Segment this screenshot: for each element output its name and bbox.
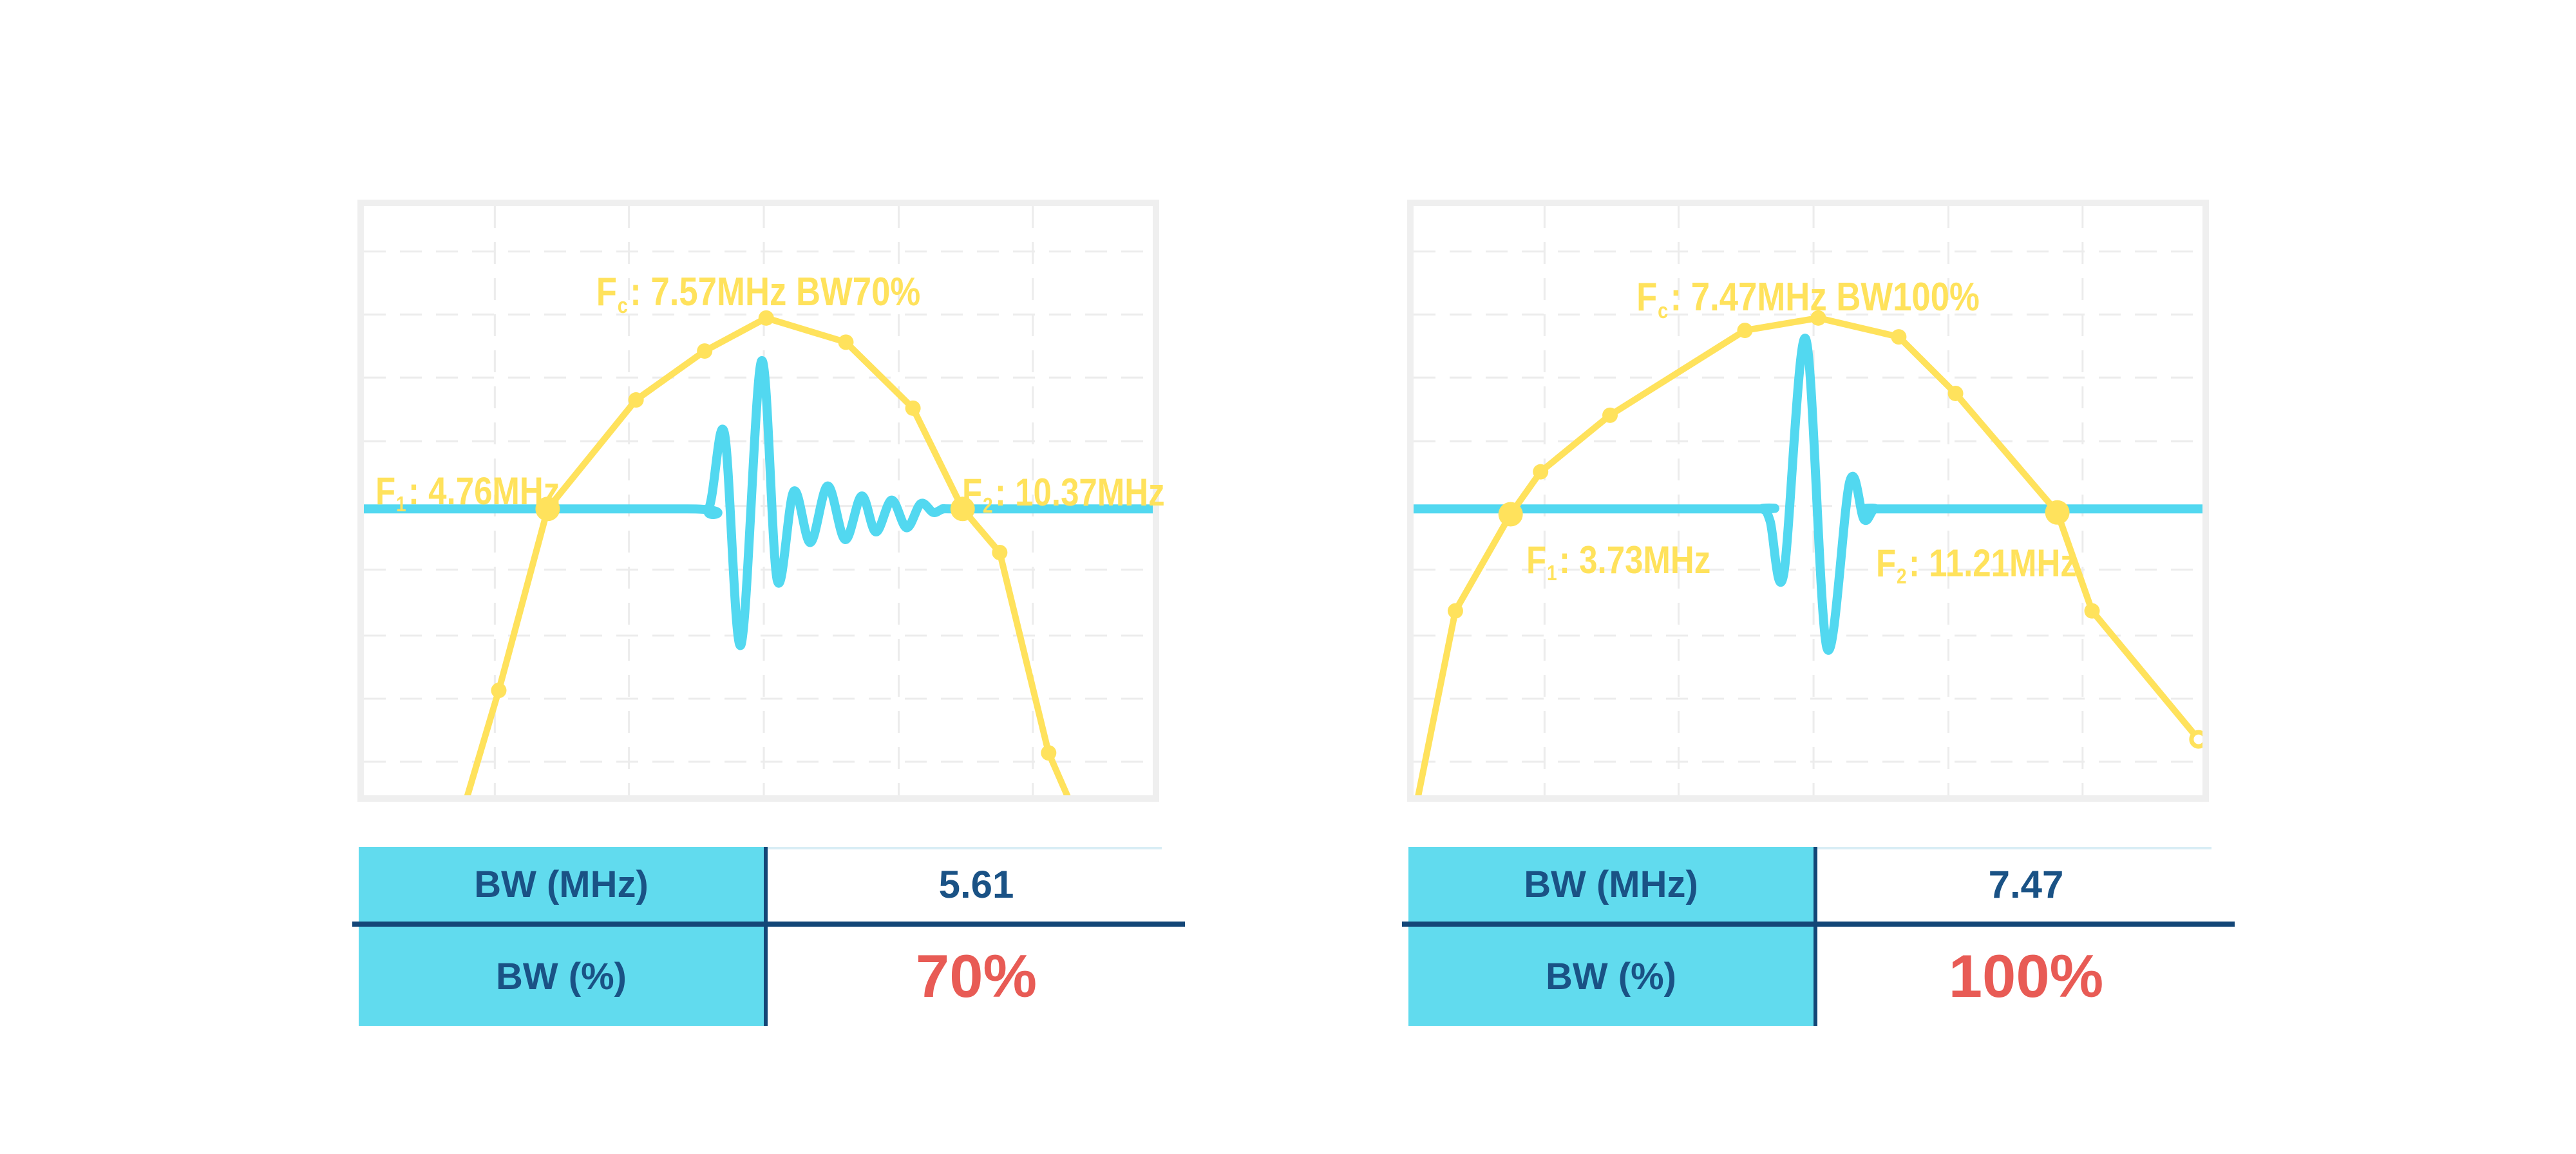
bandwidth-table-left: BW (MHz) 5.61 BW (%) 70% xyxy=(352,847,1185,1026)
spectrum-point-dot xyxy=(697,343,713,359)
table-row: BW (%) 70% xyxy=(359,927,1185,1026)
table-row: BW (MHz) 7.47 xyxy=(1408,847,2235,922)
bw-percent-value: 70% xyxy=(768,927,1185,1026)
chart-bw100: Fc: 7.47MHz BW100% F1: 3.73MHz F2: 11.21… xyxy=(1407,200,2209,802)
fc-subscript: c xyxy=(617,293,628,318)
bw-mhz-value: 5.61 xyxy=(768,847,1185,922)
table-row: BW (%) 100% xyxy=(1408,927,2235,1026)
fc-subscript: c xyxy=(1658,298,1669,323)
f1-subscript: 1 xyxy=(396,492,406,516)
chart-canvas-bw70 xyxy=(364,206,1153,795)
bandwidth-table-right: BW (MHz) 7.47 BW (%) 100% xyxy=(1402,847,2235,1026)
bw-percent-label: BW (%) xyxy=(1408,927,1817,1026)
fc-symbol: F xyxy=(596,270,617,314)
bw-mhz-label: BW (MHz) xyxy=(1408,847,1817,922)
f1-symbol: F xyxy=(375,469,396,513)
row-divider xyxy=(352,922,1185,927)
f1-value-text: : 4.76MHz xyxy=(408,469,560,513)
spectrum-point-dot xyxy=(1947,385,1964,401)
table-row: BW (MHz) 5.61 xyxy=(359,847,1185,922)
spectrum-curve xyxy=(1415,314,2202,795)
bw-mhz-value: 7.47 xyxy=(1817,847,2235,922)
spectrum-point-dot xyxy=(491,683,507,699)
fc-value-text: : 7.57MHz BW70% xyxy=(630,270,921,314)
f2-value-text: : 10.37MHz xyxy=(995,471,1165,514)
pulse-waveform xyxy=(364,356,1153,650)
spectrum-point-dot xyxy=(1447,603,1463,619)
spectrum-point-dot xyxy=(1891,329,1907,345)
fc-value-text: : 7.47MHz BW100% xyxy=(1670,275,1980,319)
spectrum-point-dot xyxy=(1041,745,1057,761)
spectrum-curve xyxy=(464,314,1071,795)
f1-value-text: : 3.73MHz xyxy=(1559,538,1711,582)
bw-percent-value: 100% xyxy=(1817,927,2235,1026)
f2-value-text: : 11.21MHz xyxy=(1909,542,2077,585)
spectrum-point-dot xyxy=(758,310,774,326)
chart-bw70: Fc: 7.57MHz BW70% F1: 4.76MHz F2: 10.37M… xyxy=(357,200,1165,802)
table-top-rule xyxy=(768,847,1162,849)
bw-mhz-label: BW (MHz) xyxy=(359,847,768,922)
f1-annotation: F1: 4.76MHz xyxy=(375,469,560,516)
spectrum-point-dot xyxy=(992,545,1008,561)
bandwidth-crossing-dot xyxy=(535,497,560,522)
spectrum-end-marker xyxy=(2189,730,2202,749)
spectrum-point-dot xyxy=(838,334,854,350)
bandwidth-crossing-dot xyxy=(1498,502,1523,527)
spectrum-point-dot xyxy=(1533,464,1549,480)
f2-annotation: F2: 11.21MHz xyxy=(1876,541,2077,589)
spectrum-point-dot xyxy=(2084,603,2100,619)
f1-symbol: F xyxy=(1526,538,1547,582)
center-frequency-annotation: Fc: 7.47MHz BW100% xyxy=(1473,274,2143,323)
spectrum-point-dot xyxy=(1602,407,1618,423)
bandwidth-crossing-dot xyxy=(950,497,975,522)
f2-subscript: 2 xyxy=(983,493,993,518)
fc-symbol: F xyxy=(1636,275,1658,319)
f2-symbol: F xyxy=(1876,542,1897,585)
f2-annotation: F2: 10.37MHz xyxy=(962,470,1165,518)
pulse-waveform xyxy=(1414,334,2202,655)
chart-canvas-bw100 xyxy=(1414,206,2202,795)
f2-symbol: F xyxy=(962,471,983,514)
f1-subscript: 1 xyxy=(1547,561,1557,585)
f2-subscript: 2 xyxy=(1897,564,1907,589)
spectrum-point-dot xyxy=(1737,323,1753,339)
spectrum-point-dot xyxy=(1810,310,1826,326)
bw-percent-label: BW (%) xyxy=(359,927,768,1026)
spectrum-point-dot xyxy=(905,400,921,416)
spectrum-point-dot xyxy=(628,392,644,408)
table-top-rule xyxy=(1817,847,2211,849)
bandwidth-crossing-dot xyxy=(2045,500,2070,525)
center-frequency-annotation: Fc: 7.57MHz BW70% xyxy=(423,269,1094,318)
f1-annotation: F1: 3.73MHz xyxy=(1526,538,1711,585)
row-divider xyxy=(1402,922,2235,927)
